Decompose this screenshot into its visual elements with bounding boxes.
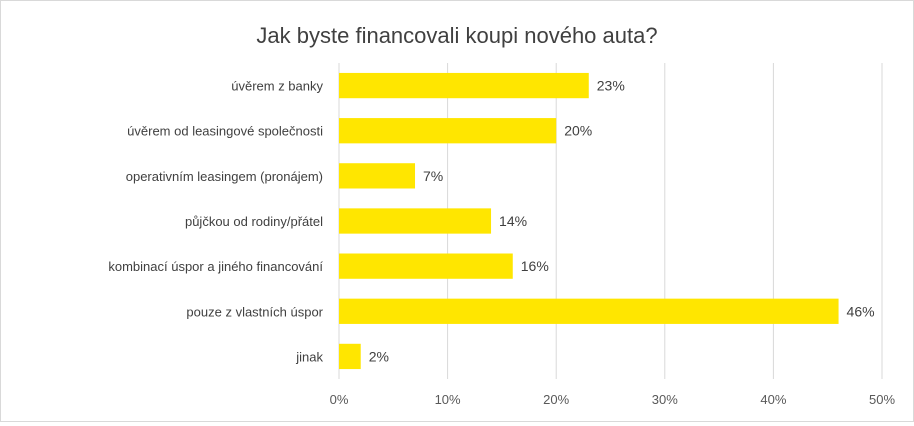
category-label: jinak	[295, 349, 323, 364]
bar	[339, 163, 416, 189]
bar	[339, 343, 361, 370]
bar	[339, 118, 557, 144]
x-tick-label: 20%	[543, 392, 569, 407]
category-labels: úvěrem z banky úvěrem od leasingové spole…	[108, 79, 323, 365]
bar	[339, 298, 839, 324]
category-label: úvěrem z banky	[231, 79, 323, 94]
data-label: 16%	[521, 258, 549, 274]
data-label: 23%	[597, 78, 625, 94]
bar	[339, 208, 492, 234]
data-label: 20%	[564, 123, 592, 139]
x-tick-label: 10%	[435, 392, 461, 407]
x-tick-labels: 0% 10% 20% 30% 40% 50%	[330, 392, 896, 407]
data-label: 14%	[499, 213, 527, 229]
category-label: operativním leasingem (pronájem)	[126, 169, 323, 184]
bar	[339, 72, 589, 99]
category-label: pouze z vlastních úspor	[186, 304, 323, 319]
x-tick-label: 50%	[869, 392, 895, 407]
chart-title: Jak byste financovali koupi nového auta?	[256, 23, 657, 48]
x-tick-label: 0%	[330, 392, 349, 407]
bars	[339, 72, 839, 370]
category-label: kombinací úspor a jiného financování	[108, 259, 323, 274]
data-label: 46%	[847, 303, 875, 319]
category-label: úvěrem od leasingové společnosti	[127, 124, 323, 139]
gridlines	[338, 63, 883, 379]
x-tick-label: 30%	[652, 392, 678, 407]
category-label: půjčkou od rodiny/přátel	[185, 214, 323, 229]
x-tick-label: 40%	[760, 392, 786, 407]
data-label: 7%	[423, 168, 443, 184]
bar	[339, 253, 513, 279]
data-labels: 23% 20% 7% 14% 16% 46% 2%	[369, 78, 875, 365]
data-label: 2%	[369, 348, 389, 364]
